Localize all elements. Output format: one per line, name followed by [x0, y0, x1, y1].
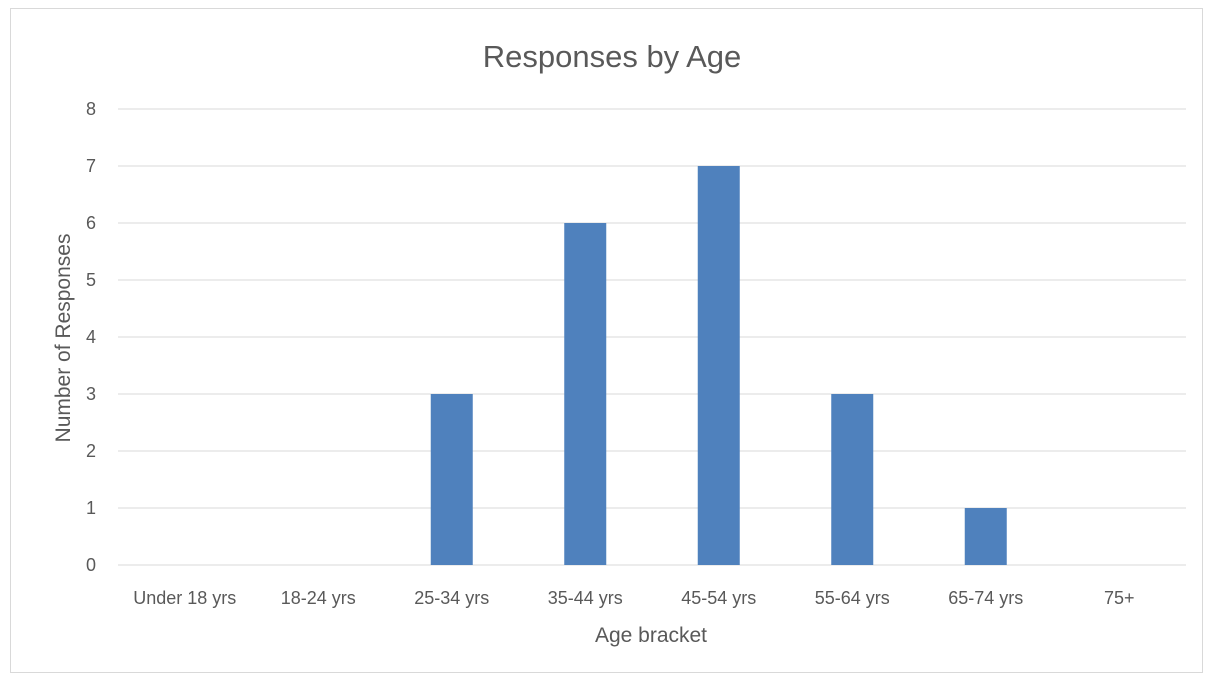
- y-tick-label: 4: [86, 327, 96, 347]
- y-tick-label: 6: [86, 213, 96, 233]
- y-axis-title: Number of Responses: [52, 234, 75, 443]
- x-axis-ticks: Under 18 yrs 18-24 yrs 25-34 yrs 35-44 yrs 4…: [133, 588, 1134, 608]
- bar: [430, 394, 473, 565]
- y-tick-label: 5: [86, 270, 96, 290]
- bar: [964, 508, 1007, 565]
- bar: [831, 394, 874, 565]
- x-tick-label: 55-64 yrs: [815, 588, 890, 608]
- bar: [564, 223, 607, 565]
- y-tick-label: 7: [86, 156, 96, 176]
- gridlines: [118, 108, 1186, 566]
- bar: [697, 166, 740, 565]
- y-tick-label: 0: [86, 555, 96, 575]
- x-tick-label: 25-34 yrs: [414, 588, 489, 608]
- bars: [430, 166, 1007, 565]
- y-tick-label: 1: [86, 498, 96, 518]
- y-axis-ticks: 0 1 2 3 4 5 6 7 8: [86, 99, 96, 575]
- x-tick-label: 75+: [1104, 588, 1135, 608]
- y-tick-label: 2: [86, 441, 96, 461]
- x-axis-title: Age bracket: [595, 624, 707, 647]
- chart-title: Responses by Age: [483, 39, 742, 74]
- y-tick-label: 8: [86, 99, 96, 119]
- x-tick-label: Under 18 yrs: [133, 588, 236, 608]
- x-tick-label: 35-44 yrs: [548, 588, 623, 608]
- x-tick-label: 18-24 yrs: [281, 588, 356, 608]
- x-tick-label: 65-74 yrs: [948, 588, 1023, 608]
- y-tick-label: 3: [86, 384, 96, 404]
- x-tick-label: 45-54 yrs: [681, 588, 756, 608]
